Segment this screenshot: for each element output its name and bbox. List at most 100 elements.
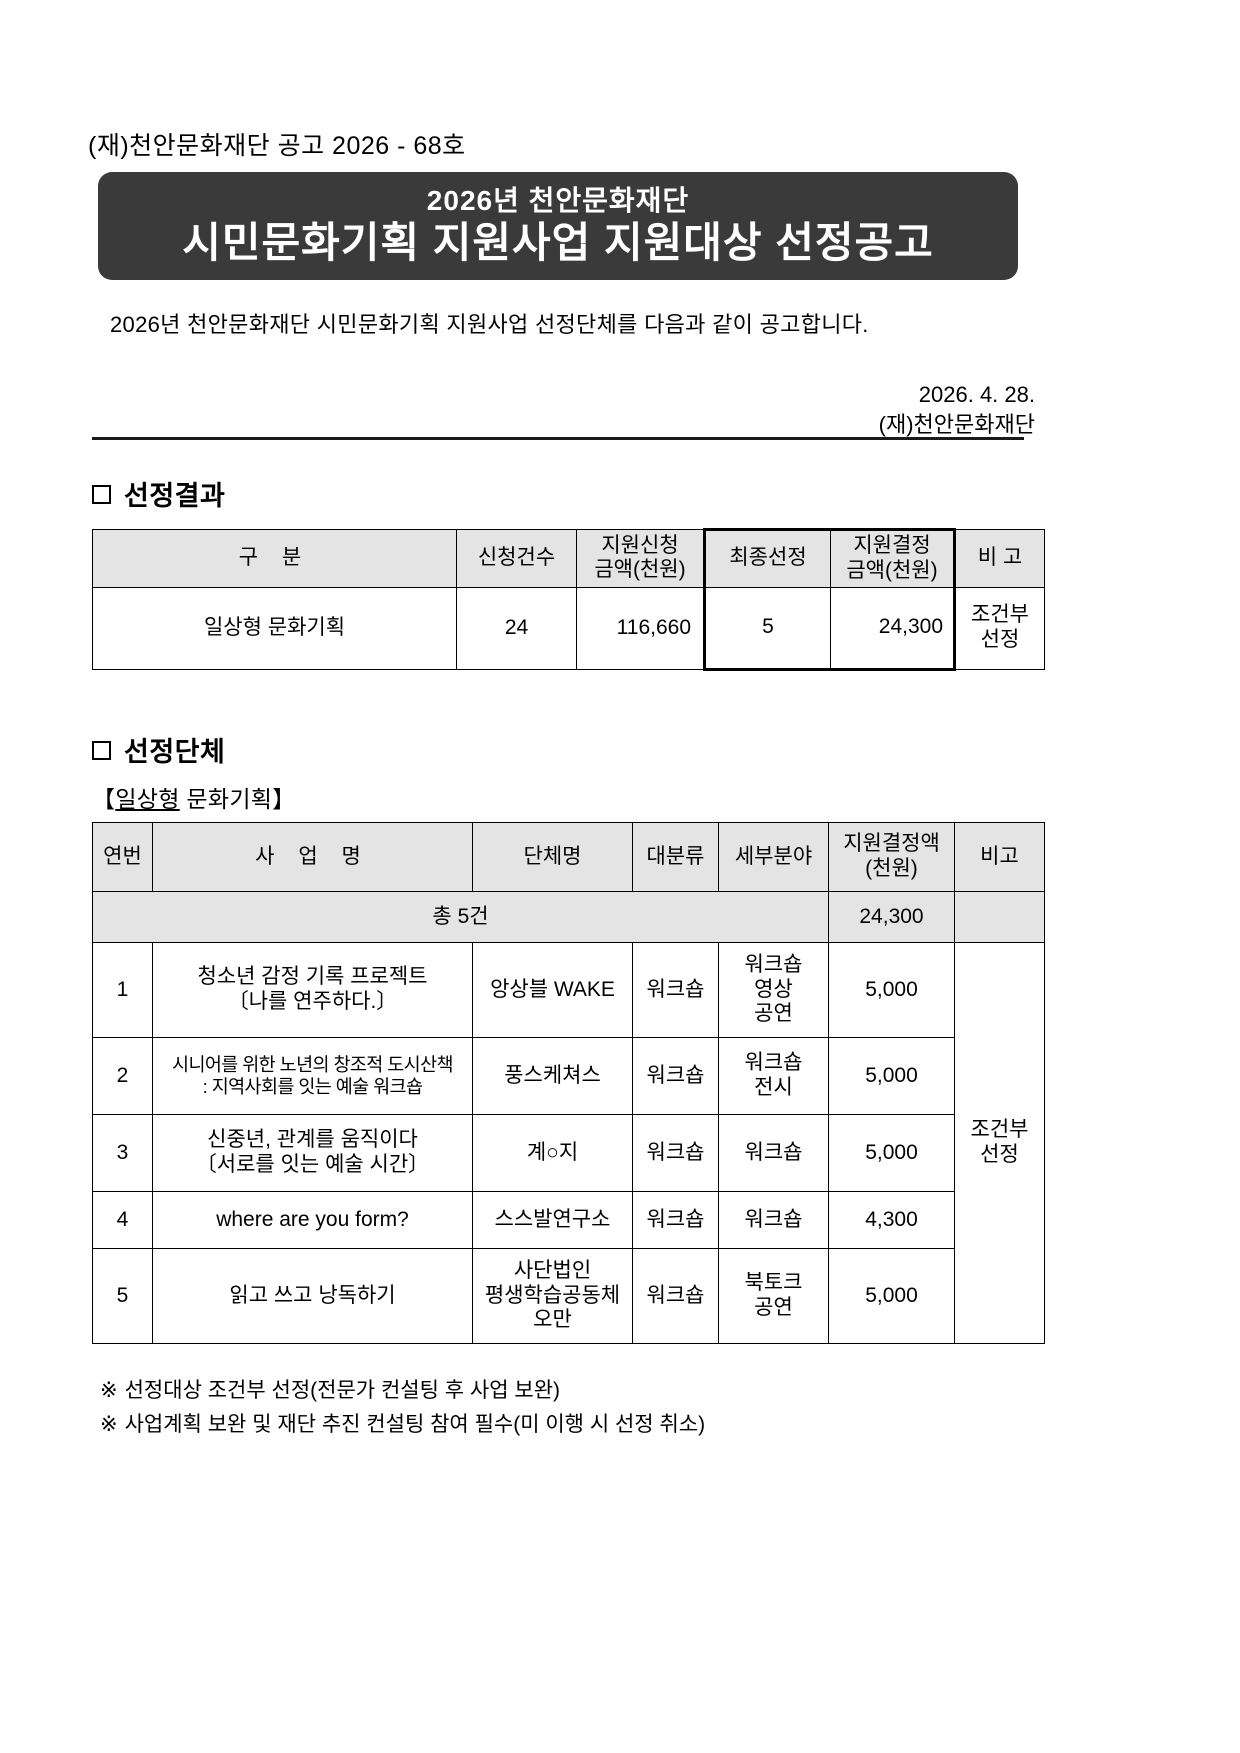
- cell-project-name: 청소년 감정 기록 프로젝트 〔나를 연주하다.〕: [152, 942, 473, 1038]
- cell-main-category: 워크숍: [632, 1037, 719, 1115]
- cell-amount: 5,000: [828, 1248, 955, 1344]
- square-bullet-icon: [92, 741, 111, 760]
- cell-org-name: 앙상블 WAKE: [472, 942, 633, 1038]
- cell-org-name: 풍스케쳐스: [472, 1037, 633, 1115]
- cell-remarks-line1: 조건부: [970, 1118, 1029, 1142]
- cell-main-category: 워크숍: [632, 1114, 719, 1192]
- section-heading-result-label: 선정결과: [124, 481, 226, 511]
- footnote-item: ※ 사업계획 보완 및 재단 추진 컨설팅 참여 필수(미 이행 시 선정 취소): [100, 1408, 705, 1442]
- th-apply-amount-line2: 금액(천원): [594, 558, 686, 582]
- table-row: 일상형 문화기획 24 116,660 5 24,300 조건부 선정: [92, 586, 1045, 671]
- footnote-text: 선정대상 조건부 선정(전문가 컨설팅 후 사업 보완): [124, 1379, 561, 1402]
- cell-project-name: where are you form?: [152, 1191, 473, 1249]
- th-remarks: 비고: [954, 822, 1045, 892]
- cell-sub-field-line2: 영상: [754, 977, 793, 1001]
- cell-no: 1: [92, 942, 153, 1038]
- cell-sub-field-line2: 공연: [754, 1296, 793, 1319]
- cell-sub-field-line3: 공연: [754, 1002, 793, 1026]
- th-main-category: 대분류: [632, 822, 719, 892]
- cell-sub-field: 워크숍 전시: [718, 1037, 829, 1115]
- orgs-subtitle-open: 【: [92, 786, 116, 812]
- section-heading-result: 선정결과: [92, 474, 225, 513]
- section-heading-orgs-label: 선정단체: [124, 737, 226, 767]
- th-project-name: 사 업 명: [152, 822, 473, 892]
- cell-amount: 5,000: [828, 1114, 955, 1192]
- cell-total-label: 총 5건: [92, 891, 829, 943]
- cell-total-amount: 24,300: [828, 891, 955, 943]
- th-decided-amount: 지원결정 금액(천원): [830, 528, 956, 588]
- cell-no: 3: [92, 1114, 153, 1192]
- th-remarks: 비 고: [954, 529, 1045, 588]
- table-header-row: 구 분 신청건수 지원신청 금액(천원) 최종선정 지원결정 금액(천원) 비 …: [92, 528, 1045, 588]
- cell-main-category: 워크숍: [632, 1248, 719, 1344]
- intro-paragraph: 2026년 천안문화재단 시민문화기획 지원사업 선정단체를 다음과 같이 공고…: [110, 312, 869, 337]
- cell-remarks-line2: 선정: [980, 628, 1020, 652]
- cell-project-name: 신중년, 관계를 움직이다 〔서로를 잇는 예술 시간〕: [152, 1114, 473, 1192]
- cell-sub-field-line1: 워크숍: [744, 1051, 803, 1075]
- note-mark-icon: ※: [100, 1413, 118, 1437]
- selected-organizations-table: 연번 사 업 명 단체명 대분류 세부분야 지원결정액 (천원) 비고 총 5건…: [92, 822, 1045, 1344]
- cell-org-name: 사단법인 평생학습공동체 오만: [472, 1248, 633, 1344]
- cell-remarks-line2: 선정: [980, 1143, 1019, 1166]
- footnotes: ※ 선정대상 조건부 선정(전문가 컨설팅 후 사업 보완) ※ 사업계획 보완 및…: [100, 1374, 705, 1442]
- cell-remarks: 조건부 선정: [954, 942, 1045, 1344]
- th-apply-count: 신청건수: [456, 529, 577, 588]
- cell-org-name: 스스발연구소: [472, 1191, 633, 1249]
- cell-amount: 5,000: [828, 942, 955, 1038]
- cell-sub-field-line1: 워크숍: [744, 952, 803, 976]
- cell-main-category: 워크숍: [632, 1191, 719, 1249]
- table-total-row: 총 5건 24,300: [92, 891, 1045, 943]
- cell-total-remarks: [954, 891, 1045, 943]
- table-row: 1 청소년 감정 기록 프로젝트 〔나를 연주하다.〕 앙상블 WAKE 워크숍…: [92, 942, 1045, 1344]
- th-decided-amount: 지원결정액 (천원): [828, 822, 955, 892]
- cell-org-line1: 사단법인: [513, 1258, 592, 1282]
- cell-apply-count: 24: [456, 586, 577, 670]
- table-row: 2 시니어를 위한 노년의 창조적 도시산책 : 지역사회를 잇는 예술 워크숍…: [92, 1037, 1045, 1115]
- issue-date: 2026. 4. 28.: [918, 382, 1035, 407]
- cell-sub-field: 북토크 공연: [718, 1248, 829, 1344]
- cell-sub-field: 워크숍: [718, 1191, 829, 1249]
- cell-main-category: 워크숍: [632, 942, 719, 1038]
- th-apply-amount-line1: 지원신청: [601, 533, 679, 557]
- cell-division: 일상형 문화기획: [92, 586, 457, 670]
- cell-final-select: 5: [703, 586, 831, 671]
- th-sub-field: 세부분야: [718, 822, 829, 892]
- cell-project-line1: 시니어를 위한 노년의 창조적 도시산책: [172, 1054, 453, 1076]
- th-decided-amount-line2: (천원): [865, 857, 918, 880]
- table-header-row: 연번 사 업 명 단체명 대분류 세부분야 지원결정액 (천원) 비고: [92, 822, 1045, 892]
- th-no: 연번: [92, 822, 153, 892]
- cell-no: 4: [92, 1191, 153, 1249]
- cell-amount: 4,300: [828, 1191, 955, 1249]
- th-final-select: 최종선정: [703, 528, 831, 588]
- horizontal-rule: [92, 437, 1024, 440]
- cell-org-line2: 평생학습공동체: [484, 1283, 621, 1307]
- footnote-item: ※ 선정대상 조건부 선정(전문가 컨설팅 후 사업 보완): [100, 1374, 705, 1408]
- title-line-1: 2026년 천안문화재단: [426, 185, 690, 217]
- table-row: 3 신중년, 관계를 움직이다 〔서로를 잇는 예술 시간〕 계○지 워크숍 워…: [92, 1114, 1045, 1192]
- document-number: (재)천안문화재단 공고 2026 - 68호: [88, 132, 466, 160]
- title-line-2: 시민문화기획 지원사업 지원대상 선정공고: [182, 218, 934, 266]
- section-heading-orgs: 선정단체: [92, 730, 225, 769]
- note-mark-icon: ※: [100, 1379, 118, 1402]
- cell-apply-amount: 116,660: [576, 586, 705, 670]
- th-apply-amount: 지원신청 금액(천원): [576, 529, 705, 588]
- title-banner: 2026년 천안문화재단 시민문화기획 지원사업 지원대상 선정공고: [98, 172, 1018, 280]
- square-bullet-icon: [92, 485, 111, 504]
- cell-sub-field: 워크숍 영상 공연: [718, 942, 829, 1038]
- orgs-subtitle-rest: 문화기획】: [179, 786, 296, 812]
- cell-project-line1: 신중년, 관계를 움직이다: [207, 1128, 418, 1152]
- table-row: 5 읽고 쓰고 낭독하기 사단법인 평생학습공동체 오만 워크숍 북토크 공연 …: [92, 1248, 1045, 1344]
- cell-project-line2: 〔나를 연주하다.〕: [227, 990, 398, 1013]
- cell-org-line3: 오만: [533, 1308, 572, 1332]
- cell-project-name: 시니어를 위한 노년의 창조적 도시산책 : 지역사회를 잇는 예술 워크숍: [152, 1037, 473, 1115]
- cell-project-line1: 청소년 감정 기록 프로젝트: [197, 965, 428, 989]
- orgs-subtitle-underline: 일상형: [115, 786, 180, 812]
- th-decided-amount-line2: 금액(천원): [846, 558, 938, 582]
- th-org-name: 단체명: [472, 822, 633, 892]
- table-row: 4 where are you form? 스스발연구소 워크숍 워크숍 4,3…: [92, 1191, 1045, 1249]
- cell-decided-amount: 24,300: [830, 586, 956, 671]
- th-decided-amount-line1: 지원결정액: [843, 832, 940, 856]
- th-division: 구 분: [92, 529, 457, 588]
- cell-project-line2: 〔서로를 잇는 예술 시간〕: [195, 1153, 430, 1176]
- th-decided-amount-line1: 지원결정: [853, 534, 931, 557]
